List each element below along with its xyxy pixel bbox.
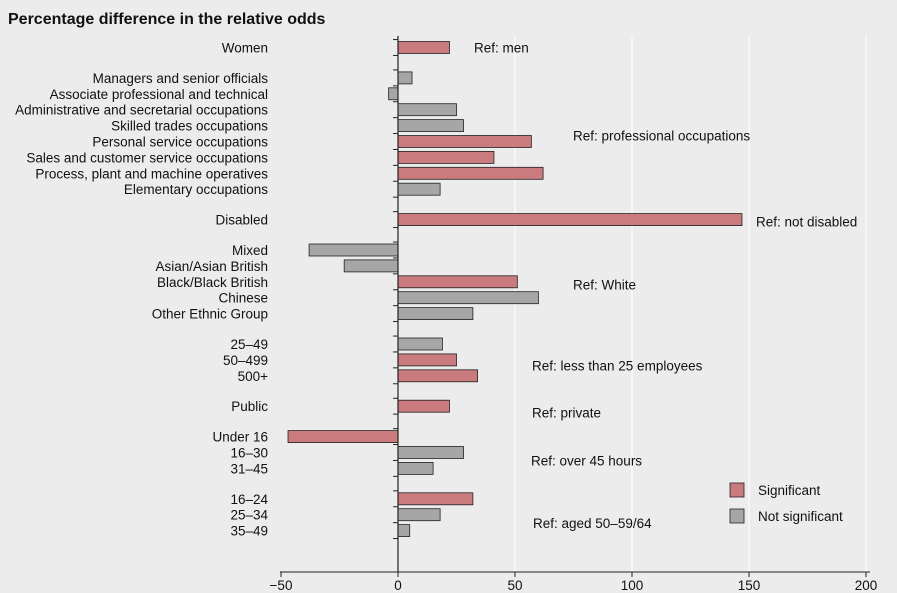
bar (397, 150, 495, 164)
bar (308, 243, 399, 257)
bar (397, 492, 474, 506)
x-tick-label: 50 (507, 578, 522, 593)
category-label: Mixed (232, 243, 268, 258)
reference-annotation: Ref: White (573, 278, 636, 293)
category-label: 500+ (238, 369, 269, 384)
reference-annotation: Ref: not disabled (756, 215, 857, 230)
category-label: Under 16 (212, 430, 268, 445)
category-label: 16–24 (230, 492, 268, 507)
bar (397, 135, 532, 148)
legend-swatch (729, 482, 745, 498)
legend-label: Not significant (758, 509, 843, 524)
bar (343, 259, 399, 273)
category-label: Personal service occupations (92, 135, 268, 150)
bar (397, 461, 434, 475)
category-label: Elementary occupations (124, 182, 268, 197)
category-label: 25–34 (230, 508, 268, 523)
bar (397, 275, 518, 289)
bar (397, 103, 457, 117)
x-tick-label: 200 (855, 578, 878, 593)
bar (397, 213, 743, 227)
x-tick-label: 0 (394, 578, 402, 593)
reference-annotation: Ref: men (474, 41, 529, 56)
bar (397, 353, 457, 367)
bar (388, 87, 399, 101)
reference-annotation: Ref: professional occupations (573, 129, 750, 144)
category-label: Other Ethnic Group (152, 307, 268, 322)
bar (397, 291, 539, 305)
category-label: 35–49 (230, 524, 268, 539)
bar (397, 71, 413, 85)
reference-annotation: Ref: over 45 hours (531, 454, 642, 469)
category-label: Black/Black British (157, 275, 268, 290)
bar (397, 307, 474, 321)
category-label: Disabled (215, 213, 268, 228)
legend-swatch (729, 508, 745, 524)
category-label: 25–49 (230, 337, 268, 352)
x-tick-label: 150 (738, 578, 761, 593)
bar (397, 182, 441, 196)
bar (397, 166, 544, 180)
category-label: 50–499 (223, 353, 268, 368)
category-label: Chinese (218, 291, 268, 306)
category-label: Sales and customer service occupations (26, 150, 268, 165)
legend-label: Significant (758, 483, 821, 498)
bar (397, 508, 441, 522)
bar (397, 337, 443, 351)
reference-annotation: Ref: aged 50–59/64 (533, 516, 652, 531)
bar (397, 41, 450, 54)
x-tick-label: −50 (270, 578, 293, 593)
category-label: Women (222, 41, 268, 56)
chart-title: Percentage difference in the relative od… (8, 11, 326, 28)
bar (397, 446, 464, 459)
category-label: Process, plant and machine operatives (35, 166, 268, 181)
category-label: Skilled trades occupations (111, 119, 268, 134)
category-label: Administrative and secretarial occupatio… (15, 103, 268, 118)
category-label: 31–45 (230, 461, 268, 476)
reference-annotation: Ref: private (532, 406, 601, 421)
x-tick-label: 100 (621, 578, 644, 593)
category-label: Associate professional and technical (50, 87, 268, 102)
bar (397, 399, 450, 413)
bar (397, 119, 464, 132)
category-label: Asian/Asian British (155, 259, 268, 274)
bar (397, 524, 411, 537)
category-label: 16–30 (230, 446, 268, 461)
reference-annotation: Ref: less than 25 employees (532, 359, 703, 374)
bar (397, 369, 478, 383)
category-label: Managers and senior officials (93, 71, 269, 86)
bar (287, 430, 399, 444)
category-label: Public (231, 399, 268, 414)
